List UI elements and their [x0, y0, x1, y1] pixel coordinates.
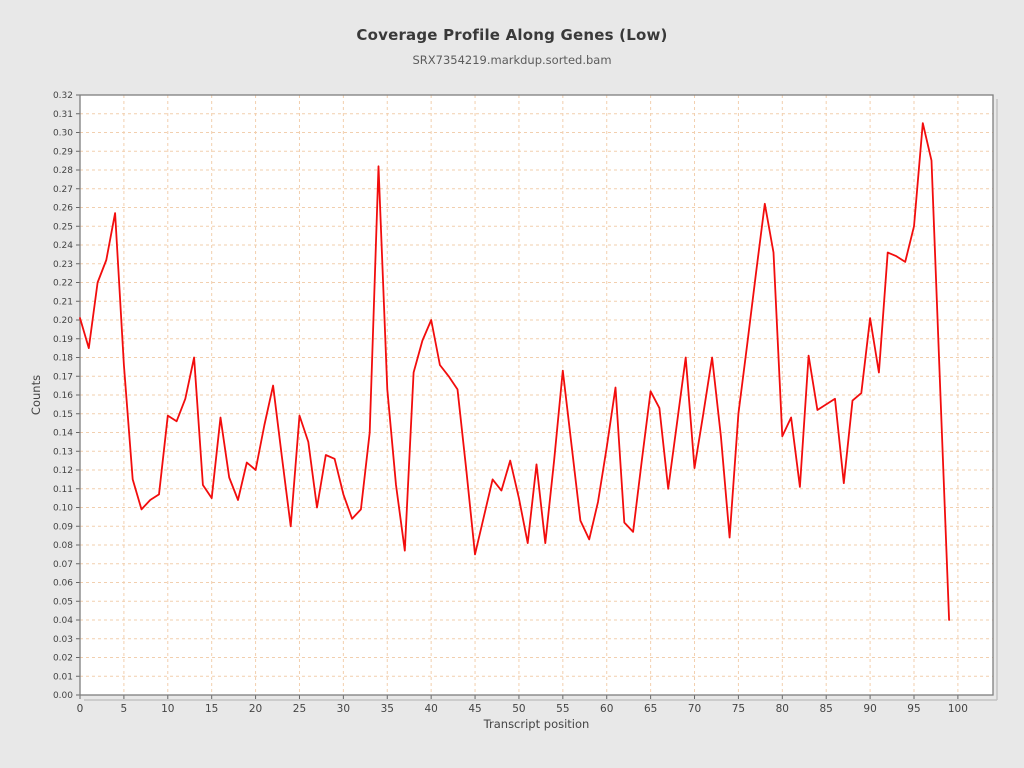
y-tick-label: 0.18: [53, 354, 73, 364]
y-tick-label: 0.28: [53, 166, 73, 176]
y-tick-label: 0.00: [53, 691, 73, 701]
y-tick-label: 0.08: [53, 541, 73, 551]
x-tick-label: 15: [205, 703, 218, 715]
y-axis-label: Counts: [29, 375, 43, 415]
x-tick-label: 90: [863, 703, 876, 715]
chart-title: Coverage Profile Along Genes (Low): [356, 26, 668, 44]
x-tick-label: 55: [556, 703, 569, 715]
y-tick-label: 0.02: [53, 654, 73, 664]
y-tick-label: 0.16: [53, 391, 73, 401]
x-tick-label: 30: [337, 703, 350, 715]
y-tick-label: 0.21: [53, 297, 73, 307]
x-tick-label: 35: [381, 703, 394, 715]
y-tick-label: 0.23: [53, 260, 73, 270]
x-tick-label: 100: [948, 703, 968, 715]
y-tick-label: 0.04: [53, 616, 73, 626]
tick-marks: [76, 94, 959, 699]
chart-subtitle: SRX7354219.markdup.sorted.bam: [412, 53, 612, 67]
y-tick-label: 0.15: [53, 410, 73, 420]
y-tick-label: 0.22: [53, 279, 73, 289]
tick-labels: 0 5 10 15 20 25 30 35 40 45 50 55 60 65 70 75 80 85 90 95 10…: [53, 91, 968, 715]
y-tick-label: 0.11: [53, 485, 73, 495]
y-tick-label: 0.14: [53, 429, 73, 439]
coverage-line-coverage: [79, 122, 950, 621]
y-tick-label: 0.07: [53, 560, 73, 570]
x-tick-label: 85: [820, 703, 833, 715]
y-tick-label: 0.12: [53, 466, 73, 476]
y-tick-label: 0.25: [53, 222, 73, 232]
x-tick-label: 0: [77, 703, 84, 715]
x-tick-label: 5: [121, 703, 128, 715]
y-tick-label: 0.10: [53, 504, 73, 514]
y-tick-label: 0.05: [53, 597, 73, 607]
y-tick-label: 0.29: [53, 147, 73, 157]
x-tick-label: 95: [907, 703, 920, 715]
x-tick-label: 25: [293, 703, 306, 715]
y-tick-label: 0.13: [53, 447, 73, 457]
x-tick-label: 65: [644, 703, 657, 715]
x-tick-label: 75: [732, 703, 745, 715]
y-tick-label: 0.03: [53, 635, 73, 645]
x-tick-label: 45: [468, 703, 481, 715]
x-tick-label: 10: [161, 703, 174, 715]
x-tick-label: 70: [688, 703, 701, 715]
y-tick-label: 0.06: [53, 579, 73, 589]
y-tick-label: 0.30: [53, 129, 73, 139]
y-tick-label: 0.26: [53, 204, 73, 214]
y-tick-label: 0.24: [53, 241, 73, 251]
y-tick-label: 0.09: [53, 522, 73, 532]
x-tick-label: 60: [600, 703, 613, 715]
plot-border: [79, 94, 994, 696]
y-tick-label: 0.32: [53, 91, 73, 101]
y-tick-label: 0.31: [53, 110, 73, 120]
y-tick-label: 0.17: [53, 372, 73, 382]
y-tick-label: 0.01: [53, 672, 73, 682]
y-tick-label: 0.19: [53, 335, 73, 345]
x-tick-label: 40: [424, 703, 437, 715]
x-tick-label: 50: [512, 703, 525, 715]
y-tick-label: 0.27: [53, 185, 73, 195]
x-tick-label: 20: [249, 703, 262, 715]
x-tick-label: 80: [776, 703, 789, 715]
y-tick-label: 0.20: [53, 316, 73, 326]
x-axis-label: Transcript position: [483, 717, 590, 731]
